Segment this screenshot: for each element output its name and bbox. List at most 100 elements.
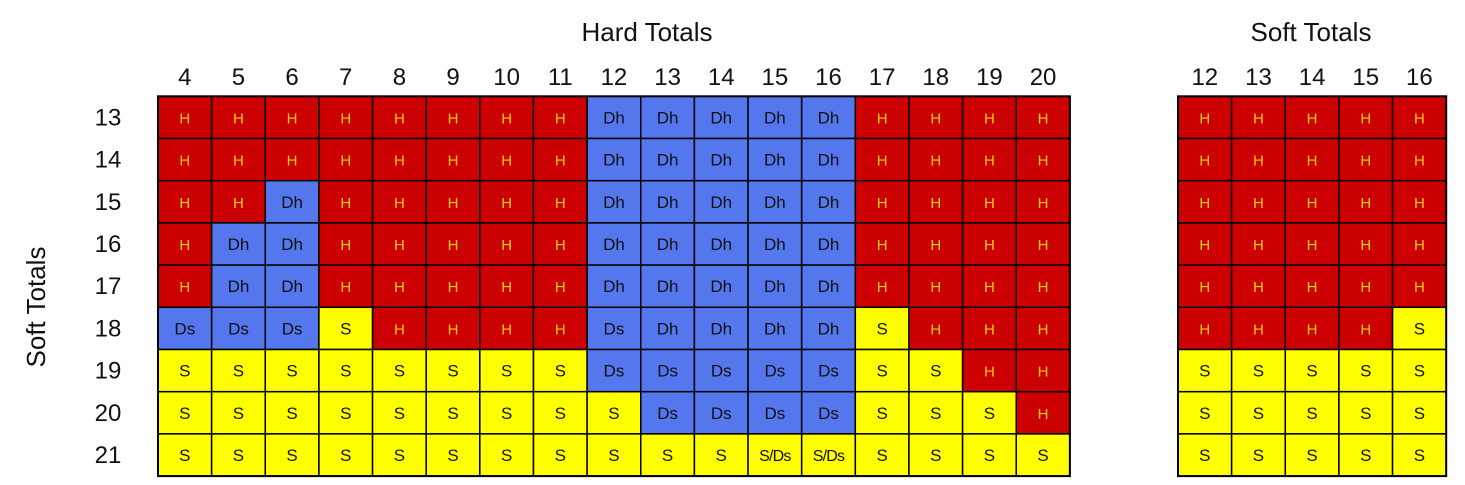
hard-cell-label: H	[287, 153, 298, 170]
hard-cell-label: S	[394, 446, 405, 465]
hard-cell-label: H	[179, 110, 190, 127]
hard-cell-label: S	[876, 362, 887, 381]
hard-totals-title: Hard Totals	[581, 17, 712, 47]
hard-cell-label: Dh	[603, 277, 625, 296]
hard-cell	[586, 264, 642, 309]
hard-cell-label: Dh	[281, 193, 303, 212]
hard-cell-label: H	[984, 321, 995, 338]
hard-cell-label: Dh	[710, 319, 732, 338]
row-label: 17	[95, 273, 122, 300]
hard-cell	[747, 390, 803, 435]
hard-cell-label: H	[555, 153, 566, 170]
soft-cell	[1391, 222, 1447, 266]
hard-column-label: 10	[493, 64, 520, 91]
soft-cell	[1338, 390, 1394, 435]
hard-cell	[640, 264, 696, 309]
soft-cell	[1230, 306, 1287, 351]
hard-cell-label: S	[608, 404, 619, 423]
soft-column-label: 13	[1245, 64, 1272, 91]
hard-cell-label: H	[1038, 110, 1049, 127]
hard-cell-label: S	[501, 446, 512, 465]
hard-cell-label: S	[716, 446, 727, 465]
hard-cell-label: S	[340, 446, 351, 465]
soft-cell-label: S	[1253, 404, 1264, 423]
hard-cell-label: H	[1038, 279, 1049, 296]
hard-column-label: 20	[1030, 64, 1057, 91]
hard-cell	[854, 179, 910, 224]
hard-cell-label: Dh	[818, 319, 840, 338]
hard-cell-label: H	[930, 110, 941, 127]
hard-cell-label: S	[233, 362, 244, 381]
hard-cell	[264, 179, 320, 224]
hard-cell	[318, 222, 374, 266]
hard-cell-label: S	[394, 362, 405, 381]
hard-cell-label: S	[555, 446, 566, 465]
hard-cell	[908, 433, 964, 477]
soft-cell	[1230, 137, 1287, 182]
hard-cell-label: H	[930, 237, 941, 254]
soft-cell-label: H	[1199, 195, 1210, 212]
soft-cell-label: S	[1360, 404, 1371, 423]
soft-cell-label: H	[1199, 110, 1210, 127]
soft-cell-label: H	[1360, 153, 1371, 170]
hard-cell	[210, 137, 267, 182]
hard-column-label: 6	[285, 64, 298, 91]
hard-cell	[210, 306, 267, 351]
hard-cell-label: H	[930, 153, 941, 170]
hard-cell-label: Dh	[764, 235, 786, 254]
hard-cell	[479, 390, 535, 435]
hard-cell	[425, 95, 481, 140]
hard-cell	[800, 222, 857, 266]
hard-cell-label: S	[447, 446, 458, 465]
hard-cell-label: H	[555, 195, 566, 212]
hard-cell	[693, 433, 749, 477]
hard-cell-label: H	[394, 279, 405, 296]
hard-cell-label: H	[930, 321, 941, 338]
hard-column-label: 19	[976, 64, 1003, 91]
hard-cell-label: S	[662, 446, 673, 465]
hard-cell-label: Dh	[764, 151, 786, 170]
soft-cell-label: H	[1307, 153, 1318, 170]
hard-cell-label: H	[1038, 406, 1049, 423]
soft-cell	[1338, 348, 1394, 393]
soft-cell-label: S	[1253, 446, 1264, 465]
hard-cell-label: H	[287, 110, 298, 127]
soft-totals-grid: 12 13 14 15 16 H H H H H H H H H H H H H H H H H H H H H H H H H H H H H S…	[1177, 64, 1448, 478]
hard-cell-label: H	[877, 279, 888, 296]
hard-cell-label: H	[501, 279, 512, 296]
hard-column-label: 14	[708, 64, 735, 91]
soft-column-label: 14	[1299, 64, 1326, 91]
hard-cell-label: Dh	[818, 151, 840, 170]
soft-cell-label: H	[1199, 321, 1210, 338]
hard-cell-label: S	[286, 404, 297, 423]
hard-cell-label: H	[1038, 321, 1049, 338]
hard-cell-label: Ds	[604, 362, 625, 381]
hard-cell	[747, 137, 803, 182]
hard-cell	[425, 433, 481, 477]
hard-cell-label: Ds	[228, 319, 249, 338]
hard-cell-label: H	[555, 279, 566, 296]
soft-cell-label: H	[1253, 153, 1264, 170]
hard-cell-label: H	[1038, 195, 1049, 212]
hard-cell-label: H	[501, 195, 512, 212]
soft-cell-label: H	[1414, 153, 1425, 170]
hard-cell-label: Dh	[710, 151, 732, 170]
hard-cell-label: Dh	[764, 277, 786, 296]
hard-totals-grid: 4 5 6 7 8 9 10 11 12 13 14 15 16 17 18 19 20 13 14 15 16 17 18…	[95, 64, 1071, 478]
soft-cell	[1338, 95, 1394, 140]
soft-cell-label: H	[1199, 279, 1210, 296]
hard-cell-label: S	[233, 446, 244, 465]
hard-cell	[264, 222, 320, 266]
hard-cell-label: Dh	[710, 108, 732, 127]
soft-cell	[1284, 222, 1340, 266]
hard-cell-label: S	[447, 362, 458, 381]
hard-cell	[157, 348, 213, 393]
hard-cell-label: Ds	[764, 404, 785, 423]
y-axis-title: Soft Totals	[21, 247, 51, 368]
hard-cell	[586, 390, 642, 435]
hard-cell-label: H	[877, 195, 888, 212]
hard-cell-label: Dh	[657, 108, 679, 127]
hard-cell-label: H	[984, 237, 995, 254]
hard-cell-label: H	[501, 321, 512, 338]
hard-cell	[532, 390, 588, 435]
